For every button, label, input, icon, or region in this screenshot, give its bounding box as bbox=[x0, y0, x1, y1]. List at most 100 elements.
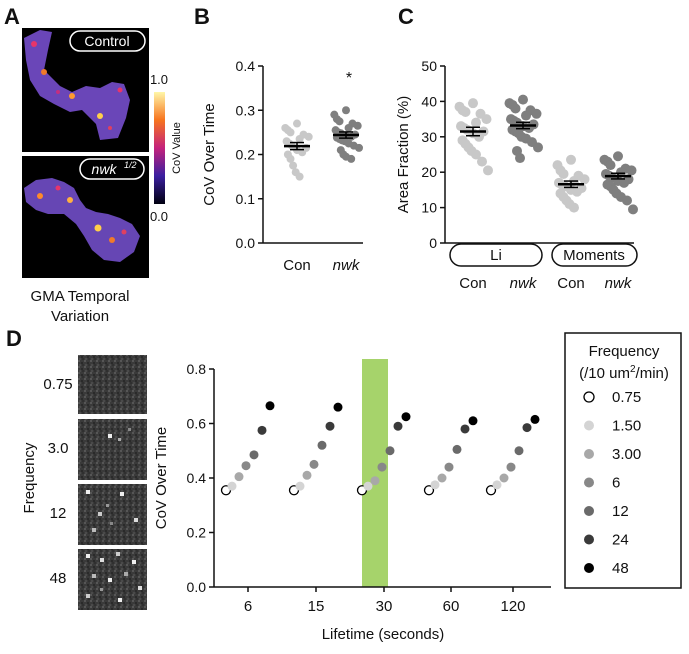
d-point-30-5 bbox=[393, 421, 403, 431]
b-point-nwk bbox=[353, 121, 362, 130]
c-point-3 bbox=[613, 151, 623, 162]
c-point-1 bbox=[515, 153, 525, 164]
b-x-tick-label: Con bbox=[283, 257, 311, 274]
d-point-15-1 bbox=[295, 481, 305, 491]
colorbar-title: CoV Value bbox=[171, 122, 183, 174]
d-y-tick-label: 0.6 bbox=[187, 416, 207, 432]
b-y-tick-label: 0.4 bbox=[236, 58, 256, 74]
freq-label-0: 0.75 bbox=[43, 376, 72, 393]
d-point-30-2 bbox=[370, 476, 380, 486]
b-significance-star: * bbox=[346, 70, 352, 87]
frequency-legend: Frequency (/10 um2/min) 0.75 1.50 3.00 6 12 2… bbox=[564, 332, 682, 589]
c-y-label: Area Fraction (%) bbox=[395, 96, 412, 214]
d-point-30-1 bbox=[363, 481, 373, 491]
d-point-60-4 bbox=[452, 444, 462, 454]
panel-label-c: C bbox=[398, 4, 414, 29]
b-y-tick-label: 0.3 bbox=[236, 102, 256, 118]
c-point-1 bbox=[518, 94, 528, 105]
c-y-tick-label: 40 bbox=[421, 93, 437, 109]
c-x-tick-label: Con bbox=[557, 275, 585, 292]
label-nwk: nwk bbox=[92, 161, 118, 177]
freq-image-2 bbox=[78, 484, 147, 545]
c-x-tick-label: nwk bbox=[510, 275, 538, 292]
d-point-120-0 bbox=[485, 485, 497, 496]
b-point-nwk bbox=[355, 143, 363, 152]
legend-label-6: 48 bbox=[612, 560, 629, 577]
d-highlight-band bbox=[362, 359, 388, 587]
legend-label-3: 6 bbox=[612, 475, 620, 492]
d-point-120-3 bbox=[506, 462, 516, 472]
c-point-2 bbox=[569, 202, 579, 213]
legend-label-2: 3.00 bbox=[612, 446, 641, 463]
c-point-0 bbox=[468, 98, 478, 109]
c-point-3 bbox=[626, 165, 637, 176]
d-point-15-2 bbox=[302, 470, 312, 480]
legend-title-line2: (/10 um2/min) bbox=[579, 364, 669, 382]
d-point-120-1 bbox=[492, 480, 502, 490]
panel-d-frequency-label: Frequency bbox=[21, 442, 38, 513]
d-point-60-6 bbox=[468, 416, 478, 426]
chart-b: 0.0 0.1 0.2 0.3 0.4 CoV Over Time Con nwk * bbox=[201, 58, 363, 274]
legend-marker-6 bbox=[584, 563, 594, 573]
legend-marker-2 bbox=[584, 449, 594, 459]
c-y-tick-label: 20 bbox=[421, 164, 437, 180]
b-y-tick-label: 0.2 bbox=[236, 147, 256, 163]
c-method-box-moments bbox=[551, 243, 638, 267]
b-point-con bbox=[289, 161, 298, 170]
panel-a-image-control: Control bbox=[22, 28, 149, 152]
d-y-tick-label: 0.8 bbox=[187, 361, 207, 377]
c-point-2 bbox=[572, 186, 582, 197]
freq-label-1: 3.0 bbox=[48, 440, 69, 457]
d-point-120-6 bbox=[530, 414, 540, 424]
b-point-con bbox=[286, 128, 295, 137]
d-y-tick-label: 0.4 bbox=[187, 470, 207, 486]
d-point-30-4 bbox=[385, 446, 395, 456]
d-point-120-5 bbox=[522, 423, 532, 433]
b-point-con bbox=[295, 172, 304, 181]
panel-label-d: D bbox=[6, 326, 22, 351]
d-x-tick-label: 60 bbox=[443, 598, 460, 615]
legend-label-0: 0.75 bbox=[612, 389, 641, 406]
d-point-6-3 bbox=[241, 461, 251, 471]
b-point-con bbox=[293, 119, 301, 128]
d-y-label: CoV Over Time bbox=[153, 427, 170, 530]
d-point-15-6 bbox=[333, 402, 343, 412]
label-nwk-sup: 1/2 bbox=[124, 160, 137, 170]
d-point-6-5 bbox=[257, 425, 267, 435]
c-point-0 bbox=[481, 114, 492, 125]
freq-image-0 bbox=[78, 355, 147, 414]
c-method-label-moments: Moments bbox=[563, 247, 625, 264]
d-point-6-6 bbox=[265, 401, 275, 411]
legend-marker-3 bbox=[584, 477, 594, 488]
c-point-1 bbox=[510, 103, 521, 114]
c-x-tick-label: Con bbox=[459, 275, 487, 292]
c-y-tick-label: 0 bbox=[429, 235, 437, 251]
d-point-6-4 bbox=[249, 450, 259, 460]
colorbar-min: 0.0 bbox=[150, 209, 168, 224]
legend-label-5: 24 bbox=[612, 532, 629, 549]
legend-marker-1 bbox=[584, 420, 594, 431]
caption-line2: Variation bbox=[51, 308, 109, 325]
c-y-tick-label: 50 bbox=[421, 58, 437, 74]
freq-image-1 bbox=[78, 419, 147, 480]
chart-d: 0.0 0.2 0.4 0.6 0.8 CoV Over Time 6 15 30 60 120 Li… bbox=[153, 359, 551, 643]
b-y-tick-label: 0.1 bbox=[236, 191, 256, 207]
d-point-120-2 bbox=[499, 473, 509, 483]
d-point-30-3 bbox=[377, 462, 387, 472]
b-point-con bbox=[304, 132, 313, 141]
d-point-30-6 bbox=[401, 412, 411, 422]
colorbar: 1.0 0.0 CoV Value bbox=[150, 72, 183, 224]
c-point-2 bbox=[566, 154, 576, 165]
legend-marker-5 bbox=[584, 534, 594, 545]
d-y-tick-label: 0.0 bbox=[187, 579, 207, 595]
d-x-label: Lifetime (seconds) bbox=[322, 626, 445, 643]
c-point-0 bbox=[460, 107, 471, 118]
c-x-tick-label: nwk bbox=[605, 275, 633, 292]
d-x-tick-label: 15 bbox=[308, 598, 325, 615]
d-y-tick-label: 0.2 bbox=[187, 525, 207, 541]
colorbar-max: 1.0 bbox=[150, 72, 168, 87]
legend-label-4: 12 bbox=[612, 503, 629, 520]
d-point-60-1 bbox=[430, 480, 440, 490]
c-point-0 bbox=[483, 165, 493, 176]
c-method-label-li: Li bbox=[490, 247, 502, 264]
